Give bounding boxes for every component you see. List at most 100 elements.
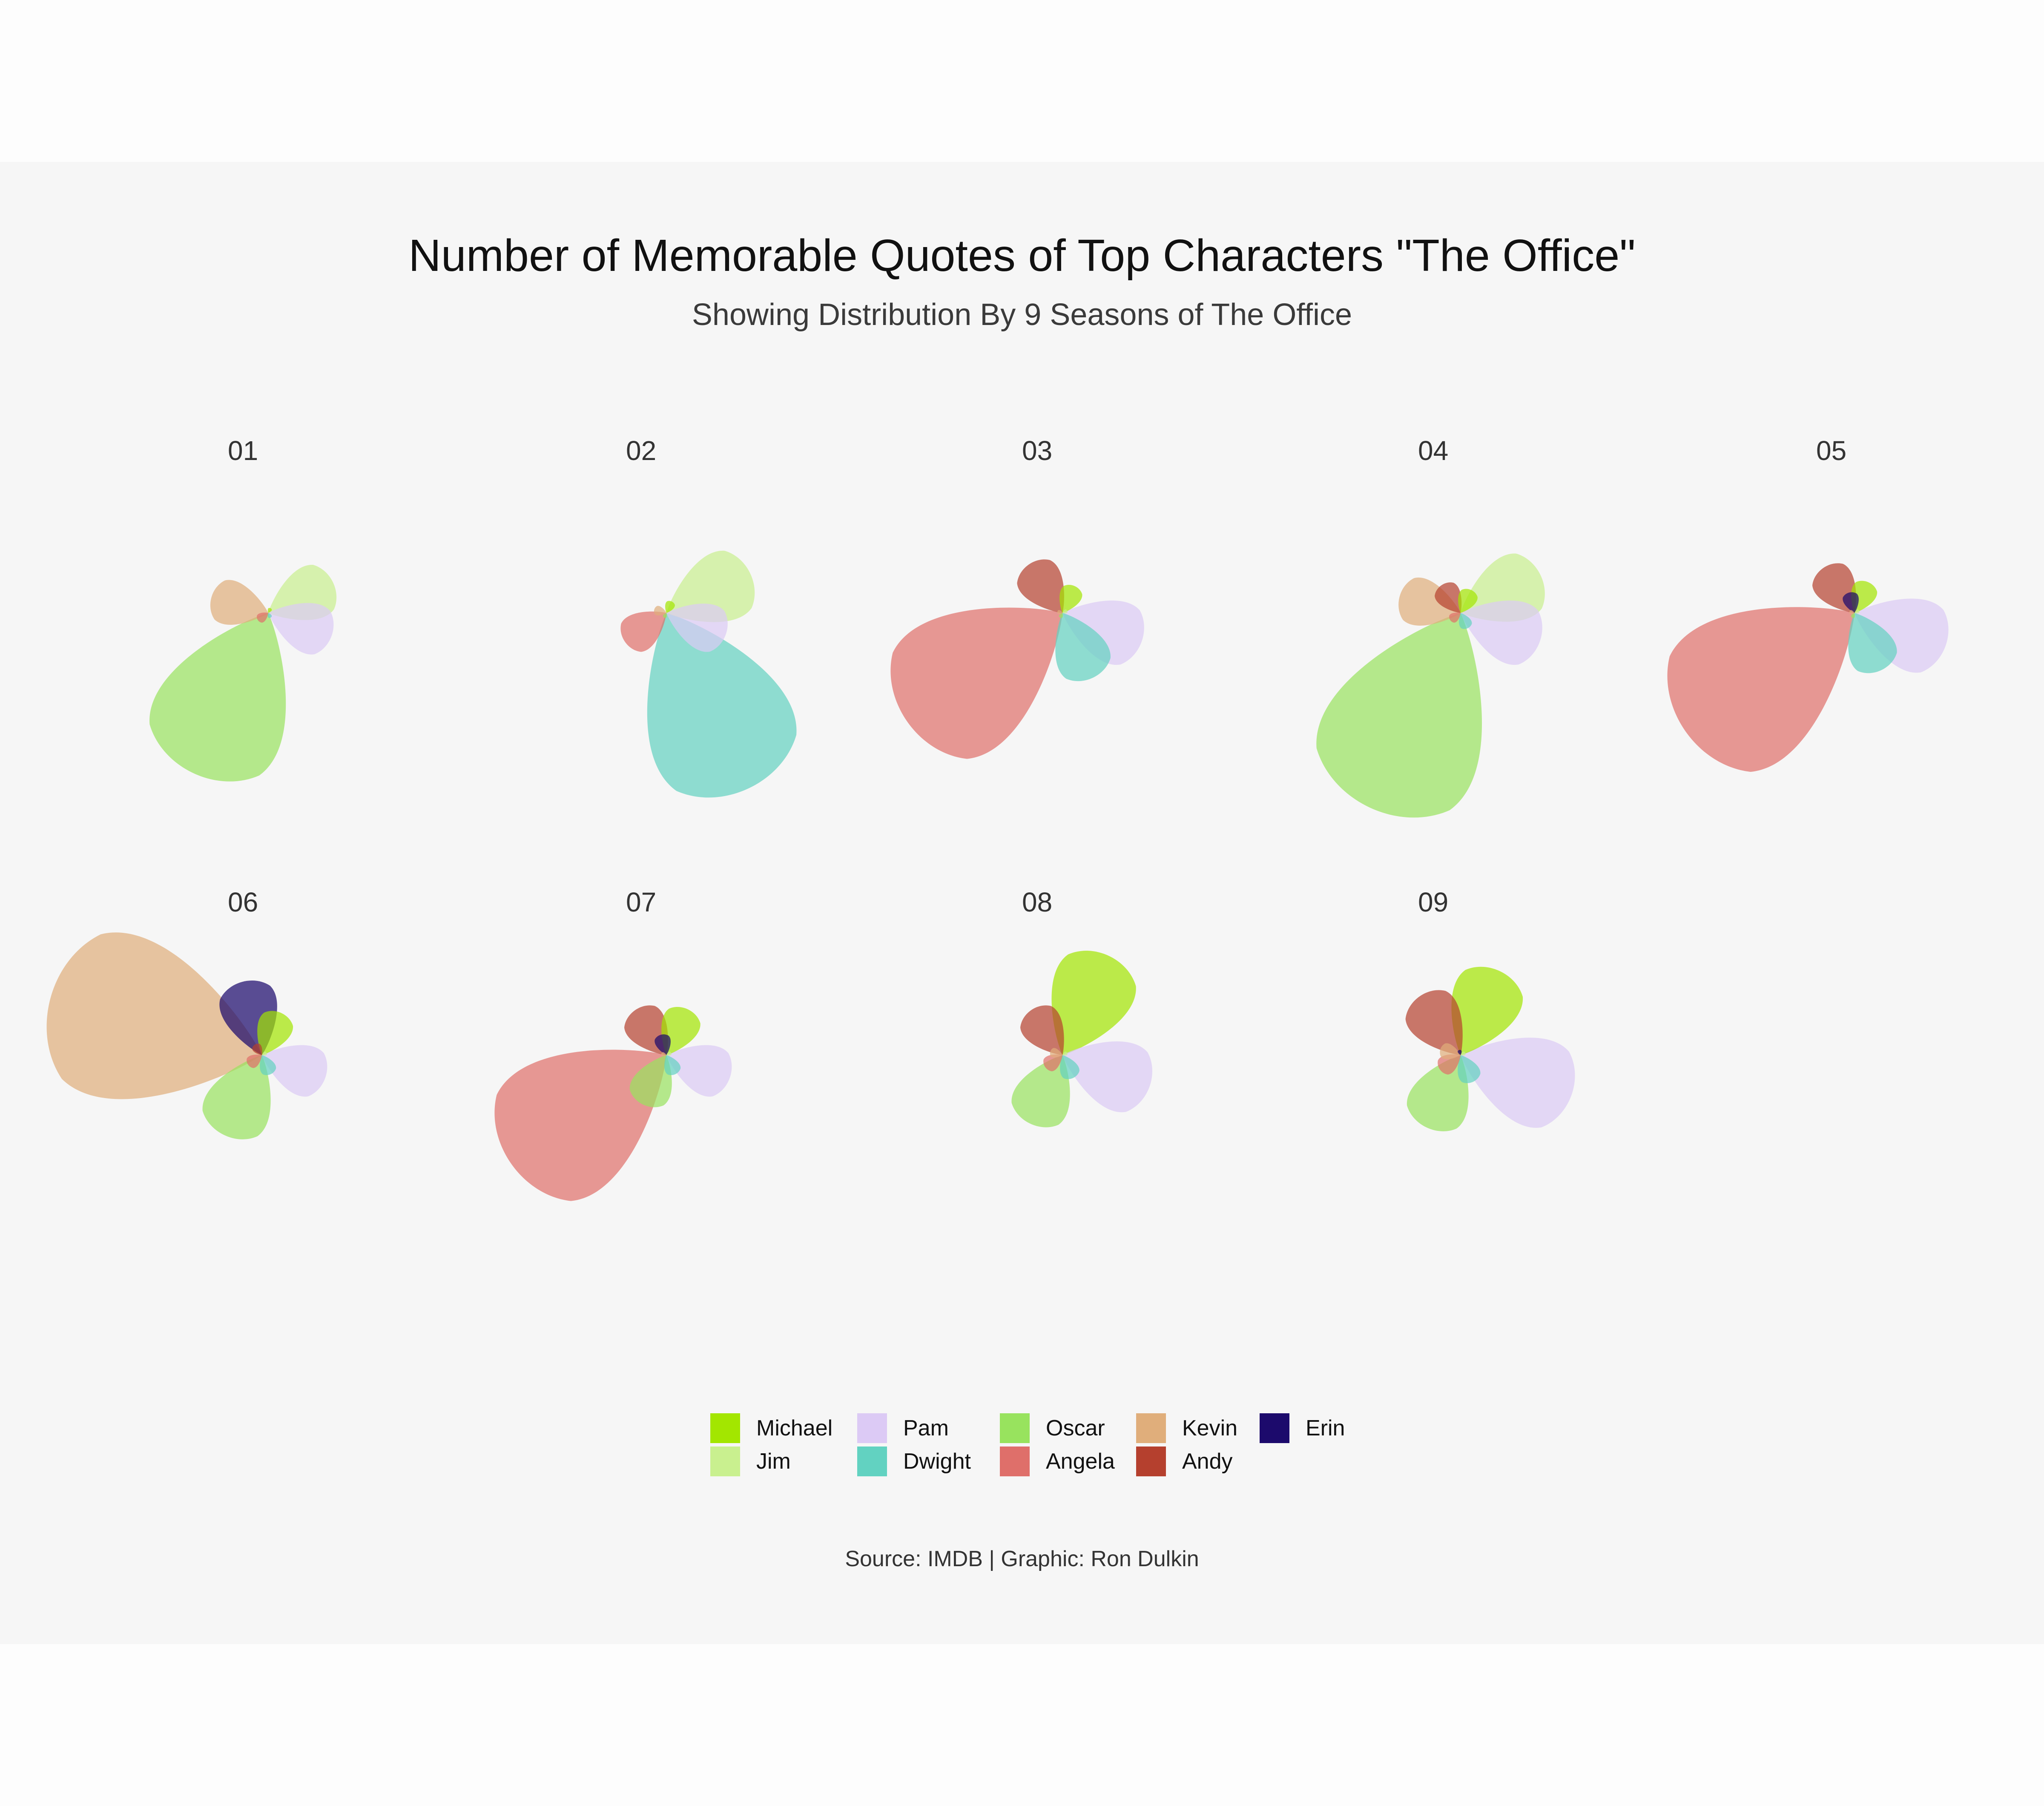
legend-item-jim: Jim [710, 1445, 791, 1478]
petal-pam [1855, 598, 1949, 673]
petal-dwight [664, 1055, 681, 1076]
legend-label: Andy [1182, 1449, 1233, 1474]
petal-michael [1451, 966, 1523, 1055]
petal-dwight [1459, 613, 1472, 629]
petal-kevin [210, 580, 268, 625]
petal-oscar [1407, 1055, 1469, 1131]
petal-pam [1461, 1038, 1575, 1128]
petal-andy [1405, 990, 1463, 1055]
legend-label: Jim [756, 1449, 791, 1474]
facet-season-02: 02 [620, 435, 797, 798]
petal-oscar [1059, 613, 1063, 618]
petal-pam [1062, 1041, 1152, 1113]
legend-item-oscar: Oscar [1000, 1412, 1105, 1444]
petal-michael [665, 601, 675, 613]
legend-item-kevin: Kevin [1136, 1412, 1237, 1444]
facet-label: 02 [626, 435, 656, 466]
petal-andy [252, 1044, 262, 1055]
legend-swatch [1136, 1447, 1166, 1476]
legend-label: Kevin [1182, 1416, 1238, 1441]
legend-label: Angela [1046, 1449, 1115, 1474]
petal-michael [257, 1011, 293, 1055]
facet-label: 09 [1418, 887, 1448, 917]
petal-angela [620, 611, 666, 652]
legend-item-andy: Andy [1136, 1445, 1233, 1478]
petal-michael [1059, 585, 1082, 613]
petal-kevin [1057, 610, 1062, 614]
petal-michael [267, 608, 272, 613]
legend-item-erin: Erin [1260, 1412, 1345, 1444]
caption: Source: IMDB | Graphic: Ron Dulkin [845, 1547, 1199, 1571]
petal-kevin [1440, 1043, 1461, 1059]
petal-oscar [202, 1055, 271, 1139]
legend-item-angela: Angela [1000, 1445, 1115, 1478]
petal-jim [1855, 609, 1860, 614]
facet-label: 06 [228, 887, 258, 917]
petal-pam [666, 604, 728, 652]
petal-dwight [260, 1055, 276, 1076]
legend-swatch [857, 1447, 887, 1476]
legend-label: Pam [903, 1416, 949, 1441]
facet-season-01: 01 [149, 435, 337, 782]
petal-pam [666, 1045, 732, 1097]
legend-swatch [710, 1447, 740, 1476]
petal-oscar [1011, 1055, 1070, 1127]
facet-season-08: 08 [1011, 887, 1152, 1127]
petal-dwight [1060, 1055, 1079, 1079]
petal-jim [1062, 1051, 1068, 1056]
petal-kevin [661, 1052, 666, 1056]
petal-kevin [1050, 1048, 1062, 1058]
petal-michael [1458, 589, 1478, 613]
facet-label: 03 [1022, 435, 1052, 466]
petal-oscar [663, 613, 667, 618]
petal-angela [494, 1050, 666, 1201]
petal-erin [1458, 1050, 1462, 1055]
facet-season-05: 05 [1667, 435, 1949, 772]
petal-erin [655, 1034, 671, 1055]
petal-pam [1461, 600, 1542, 665]
petal-andy [1017, 559, 1064, 613]
petal-jim [666, 1051, 672, 1056]
legend-label: Erin [1306, 1416, 1345, 1441]
petal-kevin [654, 606, 666, 615]
facet-season-09: 09 [1405, 887, 1575, 1131]
legend-swatch [710, 1413, 740, 1443]
legend-label: Oscar [1046, 1416, 1105, 1441]
petal-oscar [1316, 613, 1482, 818]
petal-jim [1062, 609, 1068, 614]
petal-dwight [647, 613, 797, 798]
facet-season-06: 06 [46, 887, 327, 1139]
petal-dwight [267, 613, 272, 618]
facet-season-07: 07 [494, 887, 732, 1201]
petal-pam [268, 603, 334, 655]
facet-season-03: 03 [890, 435, 1144, 759]
petal-angela [1449, 613, 1461, 623]
petal-oscar [149, 613, 286, 782]
petal-angela [1667, 607, 1855, 772]
petal-oscar [629, 1055, 672, 1107]
petal-michael [1051, 951, 1136, 1055]
facet-label: 01 [228, 435, 258, 466]
petal-angela [247, 1054, 262, 1068]
petal-dwight [1458, 1055, 1481, 1083]
petal-angela [1043, 1054, 1062, 1072]
petal-michael [661, 1007, 700, 1055]
petal-andy [1435, 582, 1462, 613]
chart-subtitle: Showing Distribution By 9 Seasons of The… [692, 298, 1352, 332]
petal-dwight [1055, 613, 1111, 682]
legend-swatch [857, 1413, 887, 1443]
petal-jim [1461, 1051, 1466, 1056]
legend-label: Dwight [903, 1449, 971, 1474]
facet-label: 04 [1418, 435, 1448, 466]
facet-label: 08 [1022, 887, 1052, 917]
petal-pam [262, 1045, 327, 1097]
facet-label: 05 [1816, 435, 1846, 466]
petal-kevin [1398, 577, 1461, 626]
petal-kevin [1849, 610, 1855, 614]
legend-swatch [1000, 1447, 1030, 1476]
petal-jim [262, 1051, 267, 1056]
petal-chart: 01 02 03 04 05 06 07 08 09 [46, 435, 1949, 1201]
petal-angela [1438, 1054, 1461, 1075]
petal-pam [1062, 600, 1144, 665]
plot-panel: Number of Memorable Quotes of Top Charac… [0, 162, 2044, 1644]
